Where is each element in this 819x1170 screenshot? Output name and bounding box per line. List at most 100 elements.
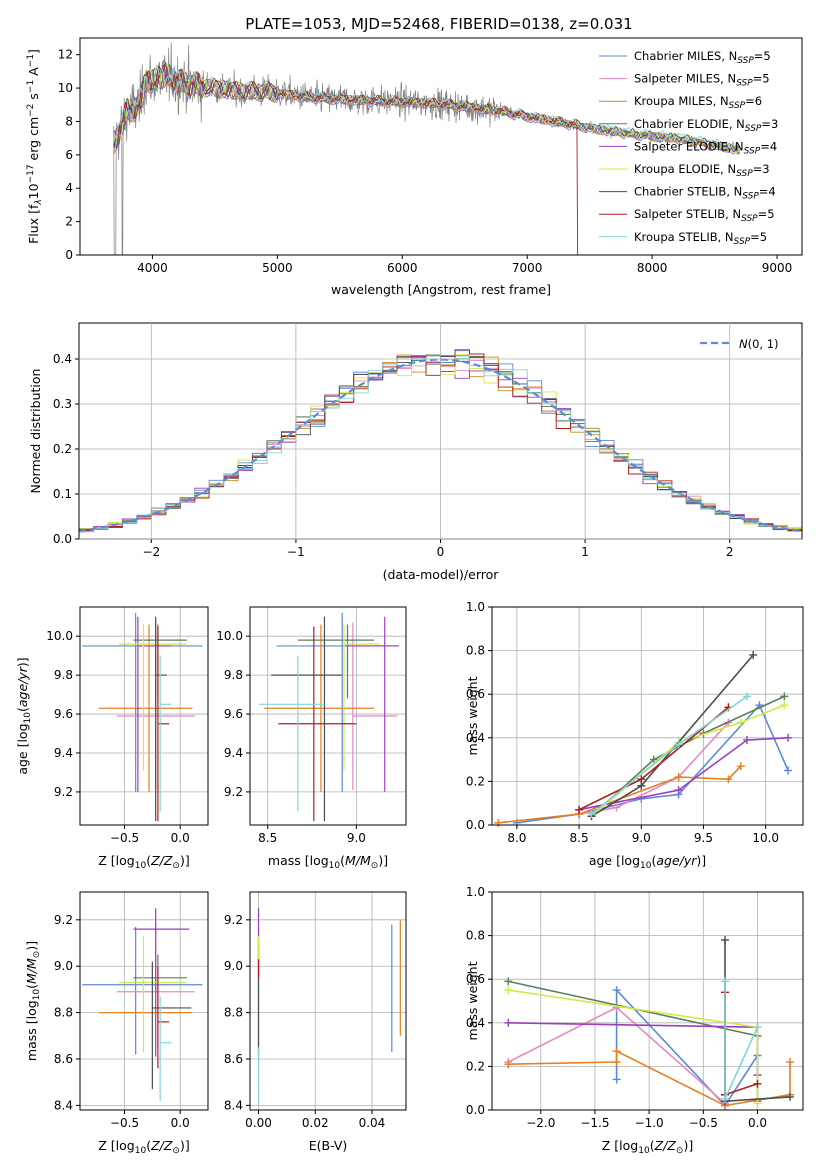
x-tick-label: 6000 bbox=[387, 261, 418, 275]
weight-line bbox=[498, 765, 742, 824]
legend-entry: N(0, 1) bbox=[739, 337, 779, 351]
legend-entry: Chabrier MILES, NSSP=5 bbox=[634, 49, 771, 66]
weight-marker bbox=[575, 805, 584, 814]
y-tick-label: 0.6 bbox=[466, 687, 485, 701]
x-tick-label: 0.04 bbox=[359, 1116, 386, 1130]
weight-marker bbox=[753, 1099, 762, 1108]
x-tick-label: 2 bbox=[726, 545, 734, 559]
y-tick-label: 9.6 bbox=[224, 707, 243, 721]
y-tick-label: 9.0 bbox=[224, 959, 243, 973]
y-tick-label: 8.8 bbox=[54, 1006, 73, 1020]
weight-marker bbox=[780, 701, 789, 710]
y-tick-label: 9.4 bbox=[54, 746, 73, 760]
weight-line bbox=[508, 1049, 791, 1107]
x-axis-label: mass [log10(M/M⊙)] bbox=[268, 853, 388, 871]
axes-frame bbox=[79, 891, 209, 1111]
model-spectrum-line bbox=[113, 61, 740, 152]
axes-frame bbox=[79, 606, 209, 826]
y-tick-label: 9.6 bbox=[54, 707, 73, 721]
weight_vs_Z-panel: −2.0 −1.5 −1.0 −0.5 0.0 0.0 0.2 0.4 0.6 0.8 1.0 Z [… bbox=[465, 885, 804, 1156]
y-tick-label: 4 bbox=[65, 181, 73, 195]
residuals-panel: −2 −1 0 1 2 0.0 0.1 0.2 0.3 0.4 (data-model)/error… bbox=[28, 322, 803, 582]
x-tick-label: 0.0 bbox=[748, 1116, 767, 1130]
weight-line bbox=[615, 988, 759, 1107]
weight-line bbox=[508, 1022, 759, 1076]
x-axis-label: (data-model)/error bbox=[383, 567, 500, 582]
x-tick-label: −1 bbox=[287, 545, 305, 559]
y-tick-label: 2 bbox=[65, 215, 73, 229]
y-axis-label: Normed distribution bbox=[28, 369, 43, 494]
y-axis-label: mass weight bbox=[465, 961, 480, 1040]
x-tick-label: 0.00 bbox=[245, 1116, 272, 1130]
legend-entry: Chabrier ELODIE, NSSP=3 bbox=[634, 117, 778, 134]
x-tick-label: 9.0 bbox=[632, 831, 651, 845]
legend-entry: Kroupa ELODIE, NSSP=3 bbox=[634, 162, 770, 179]
y-tick-label: 10.0 bbox=[46, 629, 73, 643]
x-tick-label: 10.0 bbox=[752, 831, 779, 845]
weight-marker bbox=[736, 718, 745, 727]
x-tick-label: 0.02 bbox=[302, 1116, 329, 1130]
y-tick-label: 9.2 bbox=[224, 913, 243, 927]
y-axis-label: mass [log10(M/M⊙)] bbox=[24, 941, 42, 1061]
weight-marker bbox=[649, 755, 658, 764]
y-tick-label: 0.6 bbox=[466, 972, 485, 986]
y-tick-label: 0.8 bbox=[466, 644, 485, 658]
y-tick-label: 0.4 bbox=[466, 731, 485, 745]
weight-marker bbox=[674, 786, 683, 795]
weight-marker bbox=[724, 775, 733, 784]
weight-marker bbox=[504, 986, 513, 995]
x-tick-label: −0.5 bbox=[689, 1116, 718, 1130]
x-tick-label: 0 bbox=[437, 545, 445, 559]
y-tick-label: 0 bbox=[65, 248, 73, 262]
y-tick-label: 0.0 bbox=[53, 532, 72, 546]
y-tick-label: 8.6 bbox=[54, 1052, 73, 1066]
axes-frame bbox=[249, 606, 407, 826]
x-tick-label: 8000 bbox=[637, 261, 668, 275]
legend-entry: Salpeter MILES, NSSP=5 bbox=[634, 72, 770, 89]
weight-marker bbox=[504, 1018, 513, 1027]
age_vs_Z-panel: −0.5 0.0 9.2 9.4 9.6 9.8 10.0 Z [log10(Z/Z⊙)] ag… bbox=[15, 606, 209, 871]
y-tick-label: 8.8 bbox=[224, 1006, 243, 1020]
weight-marker bbox=[504, 1060, 513, 1069]
weight-marker bbox=[785, 1092, 794, 1101]
y-tick-label: 0.4 bbox=[53, 352, 72, 366]
weight-marker bbox=[784, 733, 793, 742]
y-tick-label: 0.3 bbox=[53, 397, 72, 411]
weight-marker bbox=[785, 1058, 794, 1067]
y-tick-label: 10.0 bbox=[216, 629, 243, 643]
y-tick-label: 9.4 bbox=[224, 746, 243, 760]
y-tick-label: 9.0 bbox=[54, 959, 73, 973]
y-tick-label: 0.2 bbox=[466, 774, 485, 788]
x-axis-label: wavelength [Angstrom, rest frame] bbox=[331, 282, 551, 297]
weight-marker bbox=[494, 818, 503, 827]
x-tick-label: 0.0 bbox=[171, 1116, 190, 1130]
weight-marker bbox=[753, 1023, 762, 1032]
weight-marker bbox=[780, 692, 789, 701]
x-tick-label: −0.5 bbox=[110, 831, 139, 845]
y-axis-label: mass weight bbox=[465, 676, 480, 755]
model-spectrum-line bbox=[113, 65, 740, 151]
weight-marker bbox=[720, 935, 729, 944]
y-tick-label: 0.0 bbox=[466, 1103, 485, 1117]
weight-marker bbox=[743, 692, 752, 701]
model-spectrum-line bbox=[113, 68, 740, 154]
x-axis-label: Z [log10(Z/Z⊙)] bbox=[98, 1138, 189, 1156]
y-tick-label: 6 bbox=[65, 148, 73, 162]
x-tick-label: −2 bbox=[142, 545, 160, 559]
y-tick-label: 0.2 bbox=[466, 1059, 485, 1073]
weight-marker bbox=[674, 740, 683, 749]
mass_vs_Z-panel: −0.5 0.0 8.4 8.6 8.8 9.0 9.2 Z [log10(Z/Z⊙)] mas… bbox=[24, 891, 209, 1156]
x-axis-label: Z [log10(Z/Z⊙)] bbox=[98, 853, 189, 871]
y-tick-label: 9.8 bbox=[54, 668, 73, 682]
x-axis-label: E(B-V) bbox=[309, 1138, 348, 1153]
y-tick-label: 1.0 bbox=[466, 885, 485, 899]
axes-frame bbox=[249, 891, 407, 1111]
x-tick-label: 5000 bbox=[262, 261, 293, 275]
weight-marker bbox=[720, 1095, 729, 1104]
legend-entry: Kroupa STELIB, NSSP=5 bbox=[634, 230, 767, 247]
weight-marker bbox=[612, 1047, 621, 1056]
y-axis-label: age [log10(age/yr)] bbox=[15, 657, 33, 774]
weight-marker bbox=[753, 1079, 762, 1088]
weight-marker bbox=[612, 803, 621, 812]
